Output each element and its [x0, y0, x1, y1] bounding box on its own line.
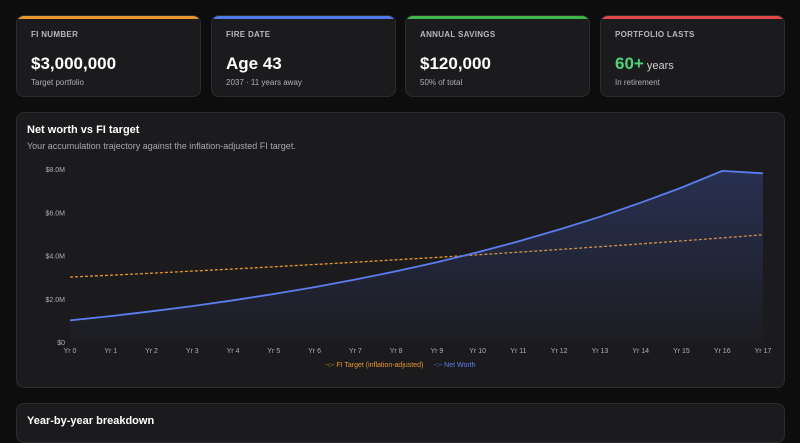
card-value: $3,000,000: [31, 54, 117, 73]
x-tick-label: Yr 8: [390, 348, 403, 355]
kpi-card-annual-savings: ANNUAL SAVINGS $120,000 50% of total: [405, 15, 590, 97]
card-accent-bar: [406, 16, 589, 19]
fi-target-line: [69, 234, 764, 278]
legend-label: FI Target (inflation-adjusted): [336, 362, 424, 369]
kpi-card-fi-number: FI NUMBER $3,000,000 Target portfolio: [16, 15, 201, 97]
card-subtext: Target portfolio: [31, 78, 84, 87]
card-value: 60+ years: [615, 54, 674, 74]
card-label: FIRE DATE: [226, 30, 271, 39]
x-tick-label: Yr 4: [227, 348, 240, 355]
legend-item-net-worth[interactable]: -○- Net Worth: [433, 362, 475, 369]
kpi-card-fire-date: FIRE DATE Age 43 2037 · 11 years away: [211, 15, 396, 97]
x-tick-label: Yr 9: [430, 348, 443, 355]
card-accent-bar: [601, 16, 784, 19]
chart-panel: Net worth vs FI target Your accumulation…: [16, 112, 785, 388]
x-tick-label: Yr 12: [551, 348, 568, 355]
x-tick-label: Yr 7: [349, 348, 362, 355]
card-subtext: 50% of total: [420, 78, 463, 87]
x-tick-label: Yr 6: [308, 348, 321, 355]
legend-item-fi-target[interactable]: -○- FI Target (inflation-adjusted): [325, 362, 423, 369]
breakdown-title: Year-by-year breakdown: [27, 415, 155, 427]
x-tick-label: Yr 1: [104, 348, 117, 355]
x-tick-label: Yr 16: [714, 348, 731, 355]
chart-title: Net worth vs FI target: [27, 124, 140, 136]
legend-marker: -○-: [325, 362, 335, 369]
card-value: $120,000: [420, 54, 491, 73]
net-worth-chart: $0 $2.0M $4.0M $6.0M $8.0M Yr 0 Yr 1 Yr 2 Yr 3 Yr…: [46, 167, 772, 355]
y-tick-label: $8.0M: [46, 167, 66, 174]
net-worth-line: [69, 169, 764, 322]
chart-legend: -○- FI Target (inflation-adjusted) -○- N…: [17, 362, 784, 369]
x-tick-label: Yr 14: [632, 348, 649, 355]
card-value: Age 43: [226, 54, 282, 73]
card-subtext: In retirement: [615, 78, 660, 87]
y-tick-label: $4.0M: [46, 254, 66, 261]
legend-label: Net Worth: [444, 362, 476, 369]
card-label: ANNUAL SAVINGS: [420, 30, 496, 39]
kpi-card-portfolio-lasts: PORTFOLIO LASTS 60+ years In retirement: [600, 15, 785, 97]
chart-subtitle: Your accumulation trajectory against the…: [27, 141, 296, 151]
card-accent-bar: [212, 16, 395, 19]
y-tick-label: $0: [57, 340, 65, 347]
card-subtext: 2037 · 11 years away: [226, 78, 302, 87]
x-tick-label: Yr 3: [186, 348, 199, 355]
x-tick-label: Yr 13: [592, 348, 609, 355]
breakdown-panel: Year-by-year breakdown: [16, 403, 785, 443]
x-tick-label: Yr 5: [267, 348, 280, 355]
y-tick-label: $2.0M: [46, 297, 66, 304]
card-accent-bar: [17, 16, 200, 19]
card-label: PORTFOLIO LASTS: [615, 30, 695, 39]
x-tick-label: Yr 2: [145, 348, 158, 355]
card-value-suffix: years: [646, 60, 674, 72]
card-label: FI NUMBER: [31, 30, 79, 39]
legend-marker: -○-: [433, 362, 443, 369]
x-tick-label: Yr 17: [755, 348, 772, 355]
y-tick-label: $6.0M: [46, 210, 66, 217]
x-tick-label: Yr 11: [510, 348, 526, 355]
x-tick-label: Yr 10: [469, 348, 486, 355]
x-tick-label: Yr 15: [673, 348, 690, 355]
x-tick-label: Yr 0: [64, 348, 77, 355]
card-value-number: 60+: [615, 54, 644, 73]
